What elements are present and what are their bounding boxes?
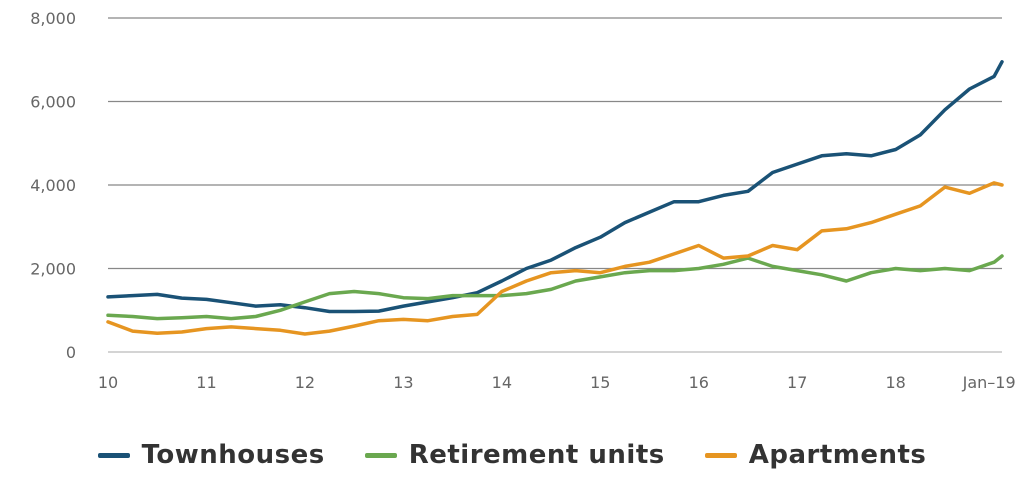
legend: Townhouses Retirement units Apartments: [0, 430, 1024, 480]
legend-swatch-townhouses: [97, 452, 130, 458]
y-tick-label: 6,000: [30, 93, 76, 112]
x-tick-label: Jan–19: [962, 373, 1016, 392]
gridlines: [108, 17, 1002, 353]
legend-label-townhouses: Townhouses: [141, 440, 325, 470]
legend-label-apartments: Apartments: [748, 440, 927, 470]
x-tick-label: 13: [393, 373, 413, 392]
legend-label-retirement-units: Retirement units: [408, 440, 665, 470]
x-axis-tick-labels: 10 11 12 13 14 15 16 17 18 Jan–19: [98, 373, 1016, 392]
y-tick-label: 0: [66, 343, 76, 362]
legend-swatch-retirement-units: [364, 452, 397, 458]
x-tick-label: 16: [689, 373, 709, 392]
x-tick-label: 10: [98, 373, 118, 392]
x-tick-label: 11: [196, 373, 216, 392]
series-line-retirement-units: [106, 254, 1004, 321]
series-line-townhouses: [106, 60, 1004, 314]
legend-swatch-apartments: [704, 452, 737, 458]
legend-item-retirement-units: Retirement units: [364, 440, 665, 470]
series-line-apartments: [106, 181, 1004, 336]
y-tick-label: 4,000: [30, 176, 76, 195]
x-tick-label: 17: [787, 373, 807, 392]
y-tick-label: 2,000: [30, 260, 76, 279]
x-tick-label: 14: [492, 373, 512, 392]
series-lines: [106, 60, 1004, 336]
line-chart: 0 2,000 4,000 6,000 8,000 10 11 12 13 14 15 16 17 18…: [30, 9, 1016, 392]
x-tick-label: 15: [590, 373, 610, 392]
y-axis-tick-labels: 0 2,000 4,000 6,000 8,000: [30, 9, 76, 362]
y-tick-label: 8,000: [30, 9, 76, 28]
legend-item-townhouses: Townhouses: [97, 440, 325, 470]
legend-item-apartments: Apartments: [704, 440, 927, 470]
x-tick-label: 12: [295, 373, 315, 392]
x-tick-label: 18: [885, 373, 905, 392]
